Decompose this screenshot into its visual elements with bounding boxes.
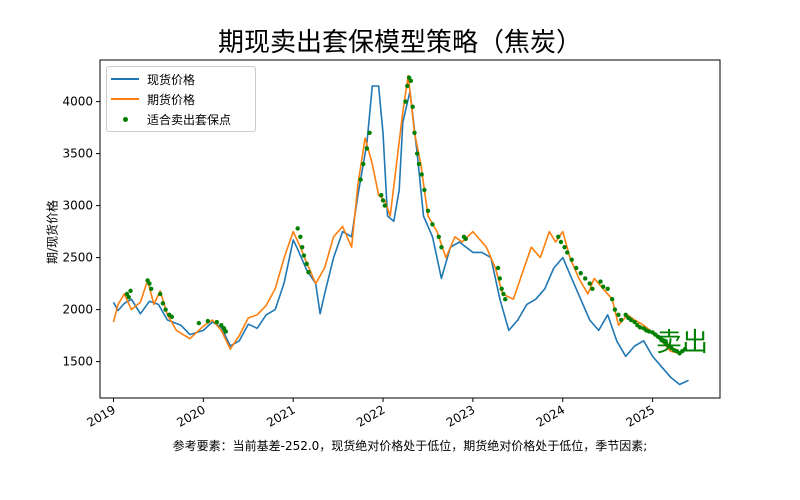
y-tick-label: 2000 <box>62 303 93 317</box>
y-tick-label: 4000 <box>62 95 93 109</box>
hedge-point-marker <box>562 245 567 250</box>
hedge-point-marker <box>605 286 610 291</box>
hedge-point-marker <box>682 346 688 352</box>
reference-factors-note: 参考要素：当前基差-252.0，现货绝对价格处于低位，期货绝对价格处于低位，季节… <box>172 439 648 453</box>
hedge-point-marker <box>128 288 133 294</box>
hedge-point-marker <box>501 291 506 297</box>
hedge-point-marker <box>223 329 228 334</box>
hedge-point-marker <box>503 297 508 302</box>
x-tick-label: 2023 <box>444 402 477 429</box>
hedge-point-marker <box>612 307 618 312</box>
hedge-point-marker <box>196 320 202 326</box>
legend-item-futures: 期货价格 <box>107 89 195 109</box>
hedge-point-marker <box>587 281 592 286</box>
y-tick-label: 1500 <box>62 355 93 369</box>
hedge-point-marker <box>126 294 131 300</box>
chart-legend: 现货价格 期货价格 适合卖出套保点 <box>106 66 256 132</box>
legend-item-hedge-points: 适合卖出套保点 <box>107 109 231 129</box>
hedge-point-marker <box>663 340 669 346</box>
hedge-point-marker <box>301 253 307 258</box>
hedge-point-marker <box>422 187 427 193</box>
y-tick-label: 3500 <box>62 147 93 161</box>
hedge-point-marker <box>439 245 444 250</box>
hedge-point-marker <box>367 130 372 135</box>
hedge-point-marker <box>205 318 211 324</box>
y-tick-label: 3000 <box>62 199 93 213</box>
hedge-point-marker <box>618 317 624 323</box>
hedge-point-marker <box>298 234 303 239</box>
hedge-point-marker <box>408 78 414 84</box>
hedge-point-marker <box>158 291 163 297</box>
hedge-point-marker <box>565 250 570 255</box>
hedge-point-marker <box>412 130 417 135</box>
hedge-point-marker <box>569 257 574 262</box>
hedge-point-marker <box>558 239 564 245</box>
legend-label-futures: 期货价格 <box>147 92 196 107</box>
hedge-point-marker <box>364 146 370 151</box>
legend-label-hedge-points: 适合卖出套保点 <box>147 112 232 127</box>
hedge-point-marker <box>463 236 468 242</box>
hedge-point-marker <box>497 276 503 281</box>
hedge-point-marker <box>616 312 621 317</box>
hedge-point-marker <box>499 286 504 291</box>
y-axis-label: 期/现货价格 <box>45 199 60 265</box>
x-tick-label: 2019 <box>85 402 118 429</box>
hedge-point-marker <box>632 319 637 325</box>
hedge-point-marker <box>600 284 606 289</box>
hedge-point-marker <box>628 317 634 323</box>
hedge-point-marker <box>163 307 168 312</box>
hedge-point-marker <box>416 161 422 167</box>
chart-title: 期现卖出套保模型策略（焦炭） <box>217 28 582 58</box>
hedge-point-marker <box>419 172 424 177</box>
hedge-point-marker <box>214 319 220 325</box>
y-tick-label: 2500 <box>62 251 93 265</box>
hedge-point-marker <box>609 297 615 302</box>
hedge-point-marker <box>590 286 595 291</box>
hedge-point-marker <box>646 329 652 334</box>
hedge-point-marker <box>160 301 166 306</box>
hedge-point-marker <box>358 177 363 182</box>
sell-signal-annotation: 卖出 <box>656 328 709 358</box>
legend-item-spot: 现货价格 <box>107 69 195 89</box>
hedge-point-marker <box>169 314 175 320</box>
hedge-point-marker <box>578 271 583 276</box>
hedge-point-marker <box>295 226 300 231</box>
plot-frame <box>99 59 721 399</box>
legend-label-spot: 现货价格 <box>147 72 196 87</box>
hedge-point-marker <box>414 151 420 156</box>
hedge-point-marker <box>436 234 441 239</box>
hedge-point-marker <box>556 234 561 239</box>
hedge-point-marker <box>304 261 309 267</box>
hedge-point-marker <box>299 245 305 250</box>
legend-swatch-spot <box>111 78 139 80</box>
hedge-point-marker <box>149 286 154 291</box>
hedge-point-marker <box>637 325 643 330</box>
hedge-point-marker <box>382 203 388 208</box>
legend-swatch-futures <box>111 98 139 100</box>
hedge-point-marker <box>380 198 386 203</box>
hedge-point-marker <box>583 276 588 281</box>
hedge-point-marker <box>403 99 408 104</box>
x-tick-label: 2025 <box>624 402 657 429</box>
hedge-point-marker <box>306 269 311 275</box>
hedge-point-marker <box>495 265 501 271</box>
hedge-point-marker <box>219 323 224 328</box>
hedge-point-marker <box>405 83 410 89</box>
hedge-point-marker <box>379 193 384 198</box>
x-tick-label: 2024 <box>534 402 567 429</box>
hedge-point-marker <box>361 161 366 167</box>
hedge-point-marker <box>425 208 431 213</box>
x-tick-label: 2022 <box>354 402 387 429</box>
hedge-point-marker <box>623 312 628 317</box>
hedge-point-marker <box>147 281 152 286</box>
legend-swatch-hedge-points <box>122 116 128 122</box>
x-tick-label: 2020 <box>174 402 207 429</box>
hedge-point-marker <box>430 222 435 227</box>
hedge-point-marker <box>574 265 579 271</box>
x-tick-label: 2021 <box>264 402 297 429</box>
hedge-point-marker <box>598 279 603 284</box>
hedge-point-marker <box>410 104 415 110</box>
